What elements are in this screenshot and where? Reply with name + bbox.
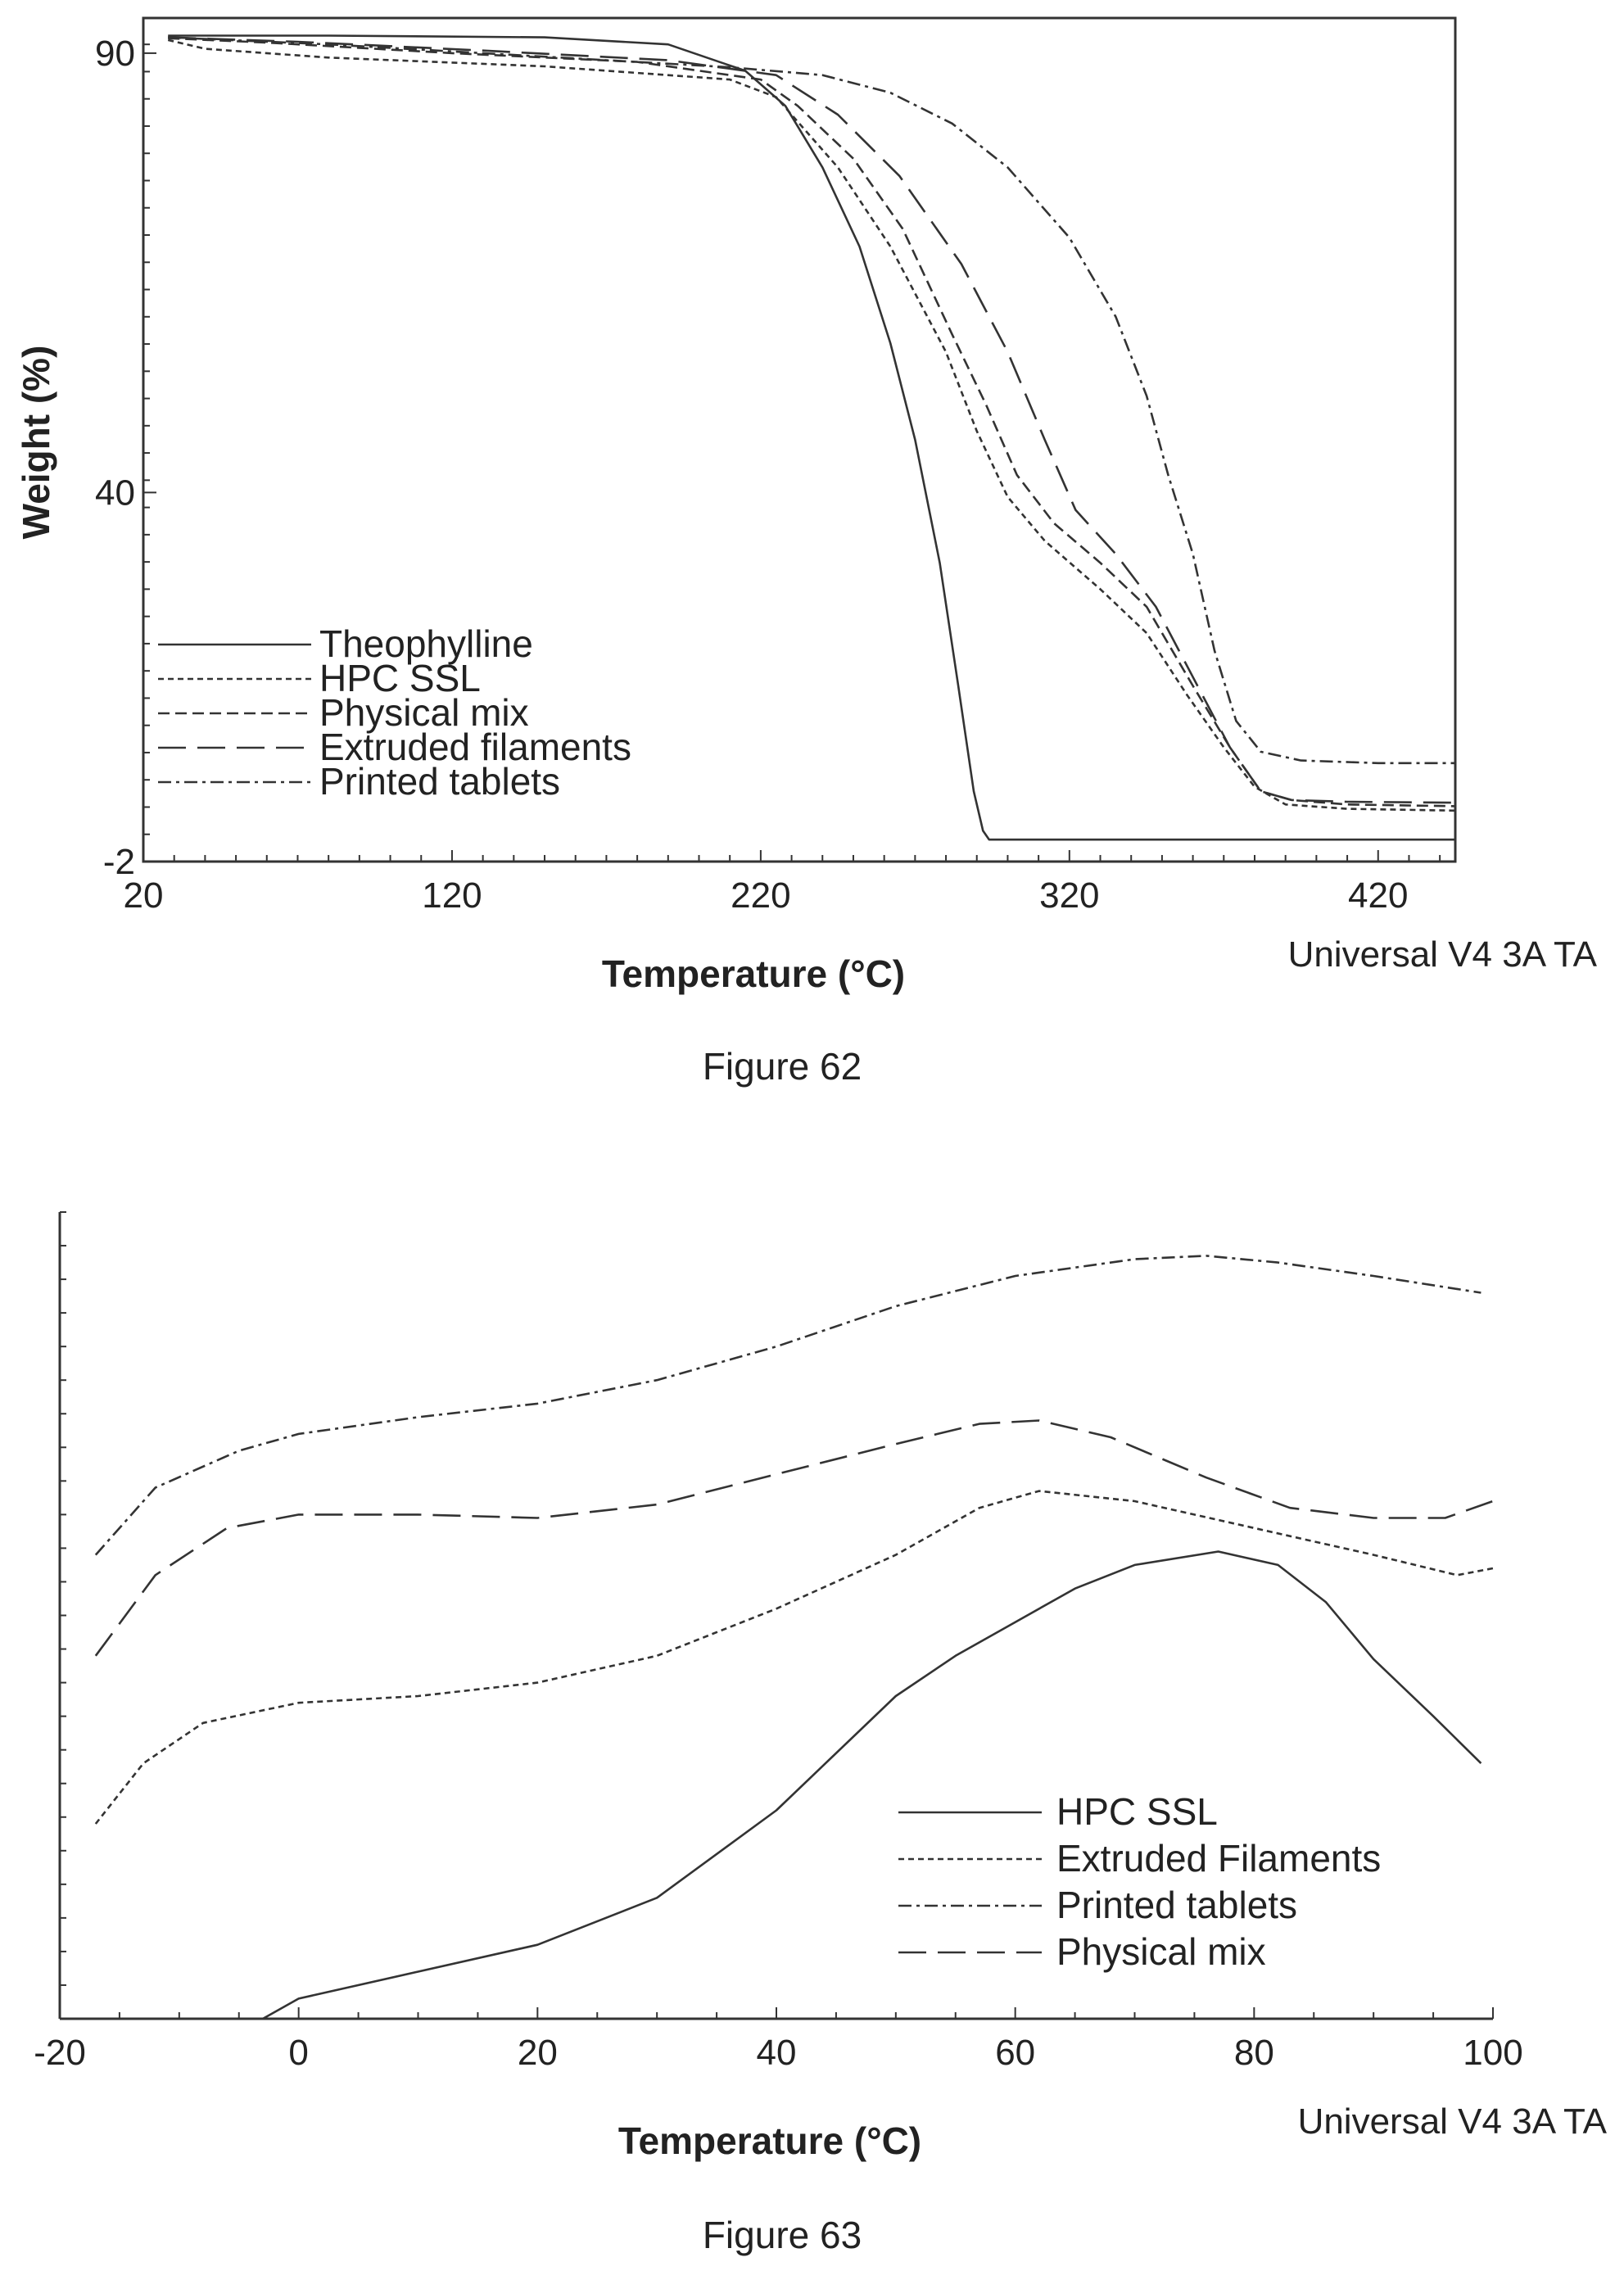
fig63-instrument-credit: Universal V4 3A TA [1298,2101,1608,2142]
fig62-plot-frame [142,16,1457,863]
x-tick-label: 40 [757,2033,797,2073]
fig62-x-axis-label: Temperature (°C) [602,952,905,995]
legend-label: HPC SSL [1056,1790,1218,1833]
fig62-y-axis-label: Weight (%) [15,346,57,540]
x-tick-label: 420 [1348,875,1408,916]
series-line-theophylline [168,34,1455,841]
legend-label: Extruded Filaments [1056,1837,1381,1880]
y-tick-label: 90 [95,34,135,74]
series-line-printed-tablets [94,1255,1482,1556]
x-tick-label: 100 [1463,2033,1522,2073]
x-tick-label: 80 [1234,2033,1274,2073]
x-tick-label: 60 [995,2033,1035,2073]
series-line-hpc-ssl [262,1550,1482,2020]
x-tick-label: 220 [731,875,790,916]
series-line-extruded-filaments [94,1490,1494,1825]
fig62-instrument-credit: Universal V4 3A TA [1288,934,1598,975]
fig63-x-axis-label: Temperature (°C) [618,2119,921,2162]
x-tick-label: 20 [124,875,164,916]
legend-label: Theophylline [319,622,533,665]
legend-label: Physical mix [1056,1930,1266,1973]
legend-label: Printed tablets [1056,1884,1297,1926]
y-tick-label: 40 [95,473,135,513]
y-tick-label: -2 [103,842,135,882]
series-line-physical-mix [94,1419,1494,1657]
x-tick-label: 0 [288,2033,308,2073]
series-line-extruded-filaments [168,36,1456,804]
fig62-caption: Figure 62 [703,1045,862,1088]
legend-label: HPC SSL [319,657,481,699]
legend-label: Physical mix [319,691,529,734]
x-tick-label: 320 [1039,875,1099,916]
fig63-caption: Figure 63 [703,2214,862,2256]
series-line-printed-tablets [168,36,1455,765]
x-tick-label: 20 [518,2033,558,2073]
legend-label: Printed tablets [319,760,560,803]
legend-label: Extruded filaments [319,726,631,768]
x-tick-label: -20 [34,2033,86,2073]
series-line-hpc-ssl [167,38,1456,812]
x-tick-label: 120 [422,875,482,916]
